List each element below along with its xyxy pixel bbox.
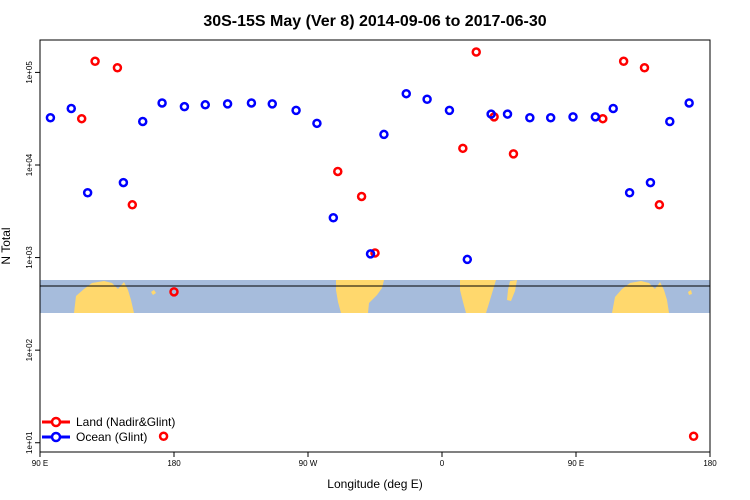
- y-tick-label: 1e+03: [25, 246, 34, 269]
- land-australia-right: [612, 281, 669, 313]
- land-point: [90, 56, 100, 67]
- legend-label-ocean: Ocean (Glint): [76, 430, 147, 444]
- ocean-point: [45, 113, 56, 123]
- legend: Land (Nadir&Glint) Ocean (Glint): [42, 415, 175, 444]
- ocean-point: [66, 103, 77, 114]
- world-map-strip: [40, 280, 710, 313]
- ocean-point: [590, 112, 601, 122]
- ocean-point: [401, 88, 412, 99]
- ocean-point: [545, 113, 556, 123]
- y-axis-label: N Total: [0, 227, 13, 264]
- ocean-point: [608, 103, 618, 114]
- x-axis-label: Longitude (deg E): [327, 477, 422, 491]
- ocean-point: [200, 100, 211, 110]
- ocean-point: [291, 105, 301, 116]
- land-africa: [460, 280, 496, 313]
- x-tick-label: 90 E: [568, 459, 584, 468]
- x-axis: 90 E 180 90 W 0 90 E 180: [32, 452, 717, 468]
- ocean-point: [246, 98, 257, 108]
- ocean-point: [379, 129, 389, 140]
- ocean-point: [82, 188, 93, 198]
- land-islet: [151, 290, 156, 295]
- ocean-point: [462, 254, 473, 265]
- land-point: [458, 143, 468, 154]
- land-point: [508, 149, 519, 159]
- legend-label-land: Land (Nadir&Glint): [76, 415, 175, 429]
- y-tick-label: 1e+04: [25, 153, 34, 176]
- land-point: [471, 47, 481, 57]
- land-point: [333, 166, 343, 177]
- ocean-point: [267, 99, 278, 109]
- ocean-point: [137, 116, 148, 127]
- land-point: [598, 113, 608, 124]
- ocean-point: [502, 109, 513, 119]
- legend-marker-land: [50, 416, 62, 428]
- ocean-point: [645, 177, 656, 188]
- scatter-points: [45, 47, 699, 442]
- y-tick-label: 1e+05: [25, 61, 34, 84]
- ocean-point: [118, 177, 129, 188]
- ocean-point: [312, 118, 322, 129]
- x-tick-label: 0: [440, 459, 445, 468]
- land-point: [688, 431, 699, 442]
- ocean-point: [365, 249, 376, 259]
- y-tick-label: 1e+01: [25, 431, 34, 454]
- ocean-point: [157, 98, 167, 108]
- y-axis: 1e+01 1e+02 1e+03 1e+04 1e+05: [25, 61, 40, 454]
- land-point: [112, 63, 123, 73]
- chart-title: 30S-15S May (Ver 8) 2014-09-06 to 2017-0…: [203, 13, 546, 30]
- land-islet-right: [688, 290, 692, 295]
- ocean-point: [486, 109, 496, 119]
- y-tick-label: 1e+02: [25, 338, 34, 361]
- ocean-point: [328, 213, 339, 223]
- land-point: [654, 200, 665, 210]
- ocean-point: [665, 116, 675, 127]
- land-south-america: [336, 280, 384, 313]
- land-point: [639, 63, 650, 73]
- ocean-point: [568, 112, 578, 122]
- ocean-point: [684, 98, 694, 108]
- ocean-point: [525, 113, 535, 123]
- x-tick-label: 90 E: [32, 459, 48, 468]
- legend-marker-ocean: [50, 431, 62, 443]
- land-point: [356, 191, 367, 202]
- land-point: [169, 287, 179, 297]
- ocean-point: [444, 105, 455, 116]
- plot-frame: [39, 39, 711, 453]
- land-point: [158, 431, 169, 442]
- land-madagascar: [507, 280, 517, 301]
- ocean-point: [222, 99, 233, 109]
- ocean-point: [179, 101, 190, 112]
- ocean-point: [624, 188, 635, 198]
- land-point: [370, 248, 380, 258]
- ocean-point: [422, 94, 432, 105]
- land-australia-left: [74, 281, 134, 313]
- x-tick-label: 180: [167, 459, 181, 468]
- x-tick-label: 180: [703, 459, 717, 468]
- land-point: [618, 56, 629, 67]
- land-point: [76, 113, 87, 124]
- x-tick-label: 90 W: [299, 459, 318, 468]
- land-point: [127, 200, 138, 210]
